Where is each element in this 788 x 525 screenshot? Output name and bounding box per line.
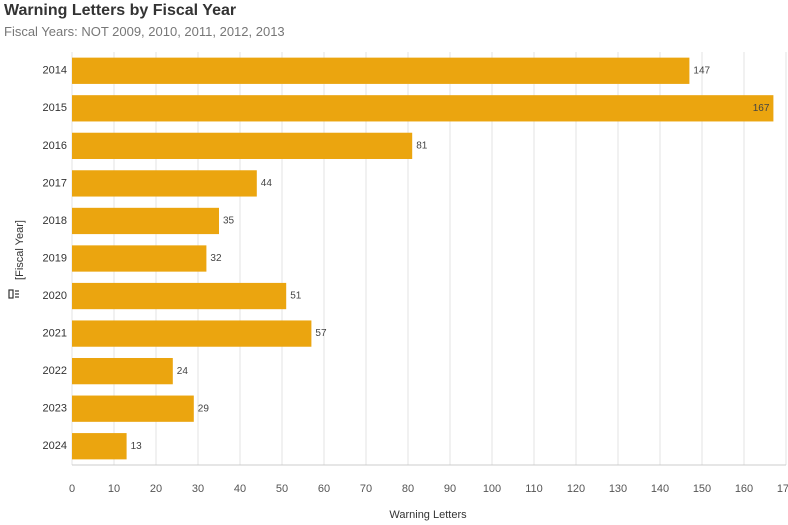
y-category-label: 2017 [43,177,67,189]
field-icon[interactable] [8,289,19,299]
bar [72,433,127,460]
y-category-label: 2022 [43,365,67,377]
x-tick-label: 80 [402,483,414,495]
x-tick-label: 60 [318,483,330,495]
bar-value-label: 44 [261,178,273,189]
bar [72,395,194,422]
y-category-label: 2014 [43,65,67,77]
x-tick-label: 20 [150,483,162,495]
bar-value-label: 29 [198,403,210,414]
x-tick-label: 110 [525,483,543,495]
x-tick-label: 130 [609,483,627,495]
bar [72,282,287,310]
bar-value-label: 167 [753,103,770,114]
chart-subtitle: Fiscal Years: NOT 2009, 2010, 2011, 2012… [4,24,285,39]
bar-value-label: 13 [131,441,143,452]
x-tick-label: 90 [444,483,456,495]
x-tick-label: 160 [735,483,753,495]
bar-value-label: 35 [223,216,235,227]
x-tick-label: 50 [276,483,288,495]
chart-title: Warning Letters by Fiscal Year [4,2,237,19]
y-category-label: 2024 [43,440,67,452]
y-category-label: 2020 [43,290,67,302]
category-labels: 2014 2015 2016 2017 2018 2019 2020 2021 2022 2023… [43,65,67,452]
x-tick-label: 30 [192,483,204,495]
x-axis-title: Warning Letters [389,509,467,521]
y-category-label: 2019 [43,252,67,264]
y-category-label: 2015 [43,102,67,114]
x-tick-label: 140 [651,483,669,495]
bar-value-label: 147 [693,65,710,76]
x-tick-label: 120 [567,483,585,495]
x-tick-label: 150 [693,483,711,495]
bar [72,57,690,84]
y-axis-title-group: [Fiscal Year] [14,220,26,280]
bar-value-label: 24 [177,366,189,377]
bar [72,132,413,160]
x-tick-label: 170 [777,483,788,495]
bar [72,207,219,235]
y-category-label: 2016 [43,140,67,152]
bar-value-label: 57 [315,328,327,339]
x-tick-label: 40 [234,483,246,495]
x-tick-label: 100 [483,483,501,495]
y-axis-title: [Fiscal Year] [14,220,26,280]
bar-value-label: 32 [210,253,222,264]
y-category-label: 2023 [43,403,67,415]
bar-value-label: 81 [416,141,428,152]
y-category-label: 2018 [43,215,67,227]
y-category-label: 2021 [43,327,67,339]
x-tick-label: 70 [360,483,372,495]
bar-value-label: 51 [290,291,302,302]
bars: 147 167 81 44 35 32 51 57 24 29 13 [72,57,774,460]
bar [72,245,207,272]
bar [72,320,312,347]
bar [72,170,257,197]
x-tick-label: 10 [108,483,120,495]
bar [72,357,173,385]
x-axis: 0 10 20 30 40 50 60 70 80 90 100 110 120 130 140 150 160… [69,464,788,495]
bar [72,95,774,122]
x-tick-label: 0 [69,483,75,495]
